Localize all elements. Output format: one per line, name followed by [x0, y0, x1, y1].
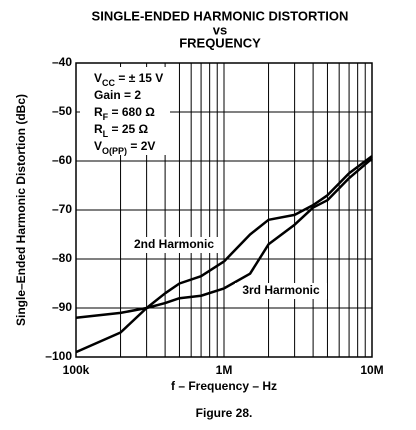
condition: Gain = 2: [94, 88, 141, 102]
condition-part: V: [94, 139, 102, 153]
x-axis-label: f – Frequency – Hz: [171, 379, 277, 393]
condition-part: L: [103, 129, 109, 139]
y-tick-label: –70: [52, 202, 72, 216]
x-tick-label: 100k: [63, 363, 90, 377]
plot-border: [75, 62, 373, 358]
y-tick-label: –80: [52, 251, 72, 265]
y-tick-label: –40: [52, 55, 72, 69]
series-label: 3rd Harmonic: [242, 283, 320, 297]
condition-part: V: [94, 71, 102, 85]
series-line: [75, 155, 373, 354]
y-tick-label: –60: [52, 153, 72, 167]
caption: Figure 28.: [196, 406, 253, 420]
series-label-bg: [128, 237, 220, 253]
condition-part: = ± 15 V: [115, 71, 163, 85]
chart-title: SINGLE-ENDED HARMONIC DISTORTION: [92, 8, 349, 23]
y-tick-label: –100: [45, 349, 72, 363]
condition-part: CC: [102, 78, 115, 88]
series-label-bg: [235, 283, 327, 299]
condition-part: R: [94, 105, 103, 119]
y-tick-label: –50: [52, 104, 72, 118]
condition-part: = 680 Ω: [108, 105, 155, 119]
condition: VCC = ± 15 V: [94, 71, 163, 88]
condition: RF = 680 Ω: [94, 105, 155, 122]
condition-part: Gain = 2: [94, 88, 141, 102]
condition-part: O(PP): [102, 146, 127, 156]
condition-part: R: [94, 122, 103, 136]
chart-title: FREQUENCY: [179, 35, 261, 50]
x-tick-label: 10M: [360, 363, 383, 377]
condition-part: = 2V: [127, 139, 155, 153]
condition-part: = 25 Ω: [108, 122, 148, 136]
condition: RL = 25 Ω: [94, 122, 149, 139]
condition-part: F: [103, 112, 109, 122]
x-tick-label: 1M: [216, 363, 233, 377]
series-label: 2nd Harmonic: [134, 237, 214, 251]
conditions-box: [80, 67, 170, 155]
y-axis-label: Single–Ended Harmonic Distortion (dBc): [14, 94, 28, 326]
chart-title: vs: [213, 22, 227, 37]
condition: VO(PP) = 2V: [94, 139, 155, 156]
y-tick-label: –90: [52, 300, 72, 314]
series-line: [75, 157, 373, 320]
